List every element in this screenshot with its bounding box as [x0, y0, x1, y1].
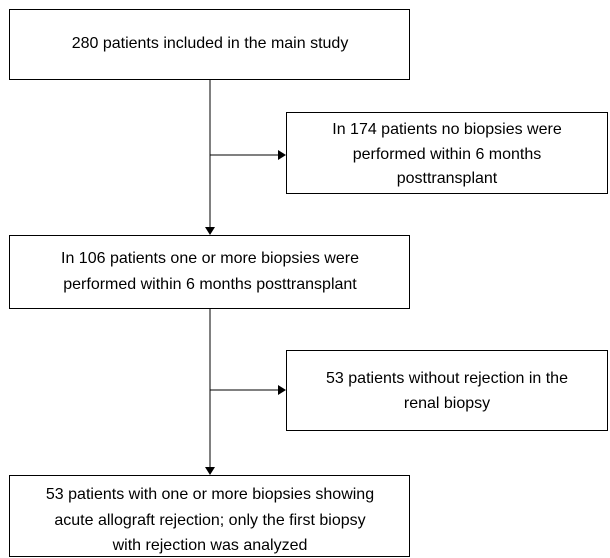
box-text: posttransplant — [397, 170, 498, 187]
box-text: with rejection was analyzed — [112, 537, 308, 554]
box — [286, 350, 608, 431]
box-text: In 174 patients no biopsies were — [332, 121, 562, 138]
box-text: renal biopsy — [404, 395, 490, 412]
box-text: 280 patients included in the main study — [72, 35, 349, 52]
box — [286, 112, 608, 194]
box — [9, 235, 410, 309]
arrowhead — [205, 467, 215, 475]
box-text: In 106 patients one or more biopsies wer… — [61, 250, 359, 267]
box-text: 53 patients without rejection in the — [326, 370, 568, 387]
box — [9, 9, 410, 80]
arrowhead — [278, 150, 286, 160]
arrowhead — [205, 227, 215, 235]
box-text: performed within 6 months posttransplant — [63, 276, 357, 293]
box — [9, 475, 410, 557]
box-text: acute allograft rejection; only the firs… — [54, 512, 365, 529]
arrowhead — [278, 385, 286, 395]
box-text: performed within 6 months — [353, 146, 542, 163]
box-text: 53 patients with one or more biopsies sh… — [46, 486, 374, 503]
